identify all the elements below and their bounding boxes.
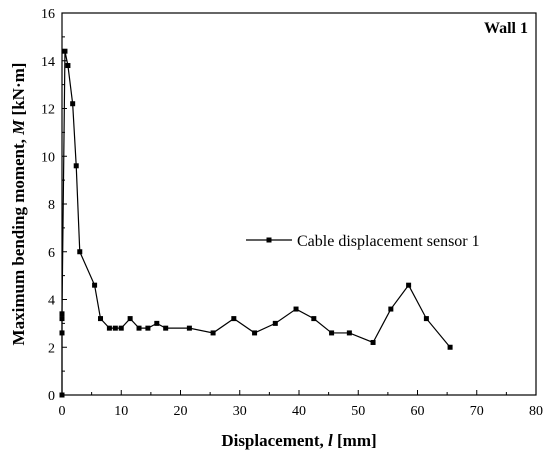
data-point [163, 325, 169, 331]
data-point [77, 249, 83, 255]
y-tick-label: 2 [48, 341, 55, 356]
x-axis-title-main: Displacement, [221, 431, 328, 450]
legend: Cable displacement sensor 1 [246, 233, 480, 250]
data-point [98, 316, 104, 322]
x-tick-label: 50 [351, 404, 365, 419]
data-point [62, 48, 68, 54]
x-axis-title-var: l [328, 431, 333, 450]
y-tick-label: 10 [41, 150, 55, 165]
y-tick-label: 6 [48, 246, 55, 261]
data-point [186, 325, 192, 331]
y-axis-title-unit: [kN·m] [9, 63, 28, 120]
data-point [311, 316, 317, 322]
series [59, 48, 453, 398]
data-point [59, 330, 65, 336]
y-axis-title-main: Maximum bending moment, [9, 135, 28, 346]
data-point [136, 325, 142, 331]
y-tick-label: 0 [48, 389, 55, 404]
data-point [59, 311, 65, 317]
x-tick-label: 20 [174, 404, 188, 419]
y-tick-label: 12 [41, 103, 55, 118]
data-point [329, 330, 335, 336]
data-point [293, 306, 299, 312]
x-tick-label: 10 [114, 404, 128, 419]
x-axis-title-unit: [mm] [333, 431, 377, 450]
data-point [59, 316, 65, 322]
y-axis-title: Maximum bending moment, M [kN·m] [9, 63, 28, 346]
data-point [127, 316, 133, 322]
legend-marker [266, 237, 272, 243]
data-point [346, 330, 352, 336]
data-point [388, 306, 394, 312]
data-point [406, 282, 412, 288]
y-tick-label: 14 [41, 55, 55, 70]
ticks: 0 10 20 30 40 50 60 70 80 0 2 4 6 8 10 12 14 16 [41, 7, 543, 419]
x-axis-title: Displacement, l [mm] [221, 431, 376, 450]
y-axis-title-var: M [9, 119, 28, 136]
data-point [65, 63, 71, 69]
data-point [59, 392, 65, 398]
data-point [423, 316, 429, 322]
x-tick-label: 30 [233, 404, 247, 419]
legend-label: Cable displacement sensor 1 [297, 233, 480, 250]
x-tick-label: 80 [529, 404, 543, 419]
annotation-label: Wall 1 [484, 20, 528, 37]
data-point [92, 282, 98, 288]
x-tick-label: 70 [470, 404, 484, 419]
data-point [231, 316, 237, 322]
data-point [112, 325, 118, 331]
data-point [73, 163, 79, 169]
data-point [370, 339, 376, 345]
x-tick-label: 40 [292, 404, 306, 419]
data-point [145, 325, 151, 331]
x-tick-label: 0 [59, 404, 66, 419]
data-point [70, 101, 76, 107]
data-point [118, 325, 124, 331]
data-point [154, 320, 160, 326]
series-line [61, 51, 451, 395]
y-tick-label: 16 [41, 7, 55, 22]
y-tick-label: 8 [48, 198, 55, 213]
x-tick-label: 60 [411, 404, 425, 419]
data-point [210, 330, 216, 336]
data-point [106, 325, 112, 331]
data-point [252, 330, 258, 336]
data-point [447, 344, 453, 350]
plot-frame [61, 12, 537, 396]
data-point [272, 320, 278, 326]
y-tick-label: 4 [48, 294, 55, 309]
